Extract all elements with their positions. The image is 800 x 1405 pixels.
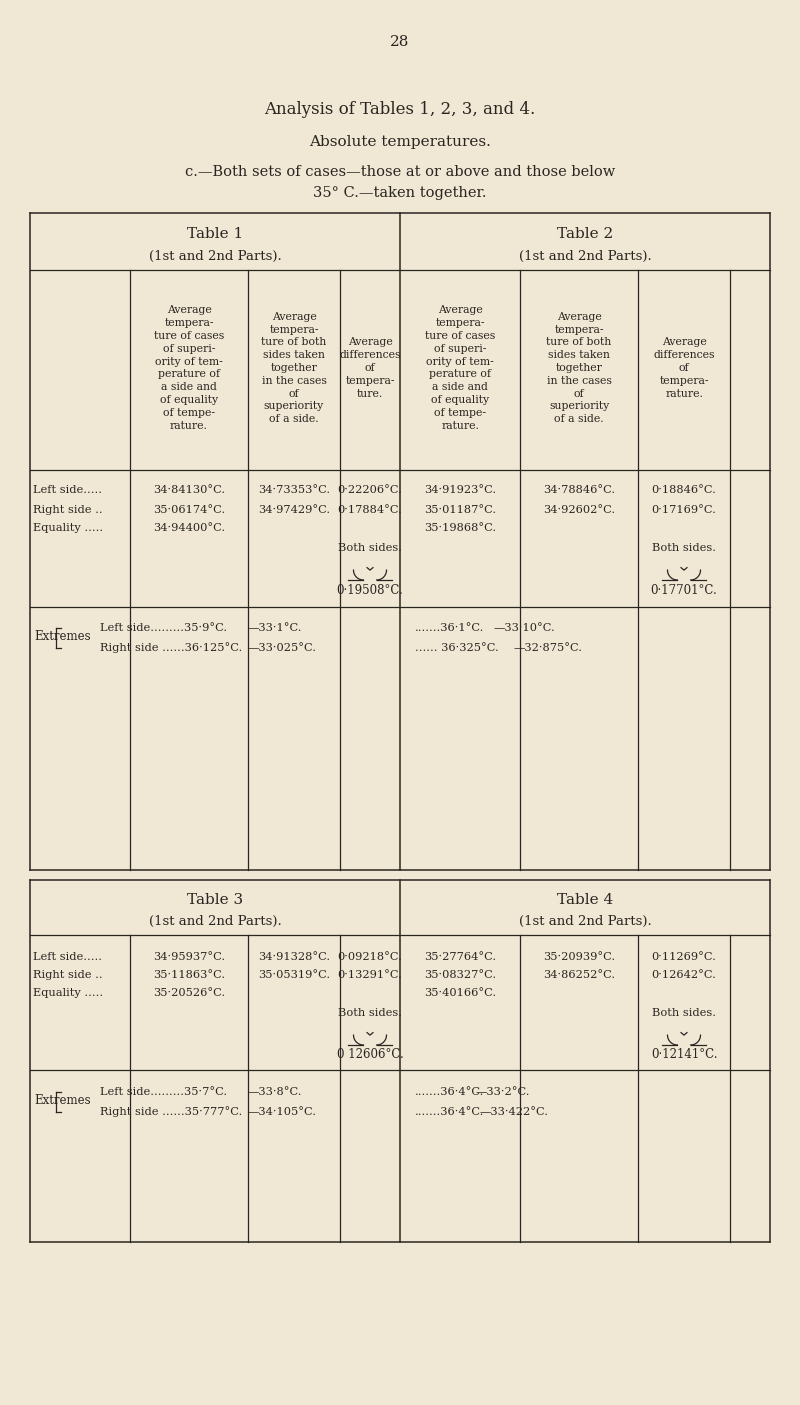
Text: Right side ......35·777°C.: Right side ......35·777°C.: [100, 1107, 242, 1117]
Text: Both sides.: Both sides.: [652, 542, 716, 554]
Text: Table 4: Table 4: [557, 894, 613, 908]
Text: 34·86252°C.: 34·86252°C.: [543, 969, 615, 981]
Text: Right side ......36·125°C.: Right side ......36·125°C.: [100, 642, 242, 653]
Text: 0·19508°C.: 0·19508°C.: [337, 583, 403, 597]
Text: —34·105°C.: —34·105°C.: [248, 1107, 317, 1117]
Text: 35·20526°C.: 35·20526°C.: [153, 988, 225, 998]
Text: —32·875°C.: —32·875°C.: [513, 643, 582, 653]
Text: 34·97429°C.: 34·97429°C.: [258, 504, 330, 516]
Text: 0·12642°C.: 0·12642°C.: [651, 969, 717, 981]
Text: .......36·4°C.: .......36·4°C.: [415, 1107, 484, 1117]
Text: (1st and 2nd Parts).: (1st and 2nd Parts).: [518, 250, 651, 263]
Text: Average
tempera-
ture of cases
of superi-
ority of tem-
perature of
a side and
o: Average tempera- ture of cases of superi…: [425, 305, 495, 430]
Text: (1st and 2nd Parts).: (1st and 2nd Parts).: [518, 915, 651, 927]
Text: Both sides.: Both sides.: [652, 1007, 716, 1019]
Text: 35·11863°C.: 35·11863°C.: [153, 969, 225, 981]
Text: .......36·1°C.: .......36·1°C.: [415, 622, 484, 634]
Text: Absolute temperatures.: Absolute temperatures.: [309, 135, 491, 149]
Text: 35·01187°C.: 35·01187°C.: [424, 504, 496, 516]
Text: 0·11269°C.: 0·11269°C.: [651, 953, 717, 962]
Text: 34·91328°C.: 34·91328°C.: [258, 953, 330, 962]
Text: Average
differences
of
tempera-
ture.: Average differences of tempera- ture.: [339, 337, 401, 399]
Text: Equality .....: Equality .....: [33, 523, 103, 532]
Text: 28: 28: [390, 35, 410, 49]
Text: 0·13291°C.: 0·13291°C.: [338, 969, 402, 981]
Text: 34·84130°C.: 34·84130°C.: [153, 485, 225, 495]
Text: .......36·4°C.: .......36·4°C.: [415, 1087, 484, 1097]
Text: 35° C.—taken together.: 35° C.—taken together.: [314, 185, 486, 200]
Text: Left side.........35·7°C.: Left side.........35·7°C.: [100, 1087, 227, 1097]
Text: 34·94400°C.: 34·94400°C.: [153, 523, 225, 532]
Text: 35·20939°C.: 35·20939°C.: [543, 953, 615, 962]
Text: Average
tempera-
ture of both
sides taken
together
in the cases
of
superiority
o: Average tempera- ture of both sides take…: [546, 312, 612, 424]
Text: Table 3: Table 3: [187, 894, 243, 908]
Text: (1st and 2nd Parts).: (1st and 2nd Parts).: [149, 250, 282, 263]
Text: 35·05319°C.: 35·05319°C.: [258, 969, 330, 981]
Text: Left side.....: Left side.....: [33, 953, 102, 962]
Text: (1st and 2nd Parts).: (1st and 2nd Parts).: [149, 915, 282, 927]
Text: 34·95937°C.: 34·95937°C.: [153, 953, 225, 962]
Text: Analysis of Tables 1, 2, 3, and 4.: Analysis of Tables 1, 2, 3, and 4.: [264, 101, 536, 118]
Text: 34·73353°C.: 34·73353°C.: [258, 485, 330, 495]
Text: 0 12606°C.: 0 12606°C.: [337, 1048, 403, 1062]
Text: Right side ..: Right side ..: [33, 969, 102, 981]
Text: ...... 36·325°C.: ...... 36·325°C.: [415, 643, 498, 653]
Text: 35·27764°C.: 35·27764°C.: [424, 953, 496, 962]
Text: Left side.........35·9°C.: Left side.........35·9°C.: [100, 622, 227, 634]
Text: Average
tempera-
ture of cases
of superi-
ority of tem-
perature of
a side and
o: Average tempera- ture of cases of superi…: [154, 305, 224, 430]
Text: 34·92602°C.: 34·92602°C.: [543, 504, 615, 516]
Text: 0·12141°C.: 0·12141°C.: [650, 1048, 718, 1062]
Text: —33·422°C.: —33·422°C.: [480, 1107, 549, 1117]
Text: Both sides.: Both sides.: [338, 1007, 402, 1019]
Text: —33·2°C.: —33·2°C.: [475, 1087, 530, 1097]
Text: Average
tempera-
ture of both
sides taken
together
in the cases
of
superiority
o: Average tempera- ture of both sides take…: [262, 312, 326, 424]
Text: 0·17884°C.: 0·17884°C.: [338, 504, 402, 516]
Text: —33·8°C.: —33·8°C.: [248, 1087, 302, 1097]
Text: Extremes: Extremes: [34, 629, 90, 642]
Text: —33·1°C.: —33·1°C.: [248, 622, 302, 634]
Text: 0·17701°C.: 0·17701°C.: [650, 583, 718, 597]
Text: Both sides.: Both sides.: [338, 542, 402, 554]
Text: Average
differences
of
tempera-
rature.: Average differences of tempera- rature.: [654, 337, 714, 399]
Text: 35·06174°C.: 35·06174°C.: [153, 504, 225, 516]
Text: 34·91923°C.: 34·91923°C.: [424, 485, 496, 495]
Text: —33·025°C.: —33·025°C.: [248, 643, 317, 653]
Text: Equality .....: Equality .....: [33, 988, 103, 998]
Text: 35·40166°C.: 35·40166°C.: [424, 988, 496, 998]
Text: 0·18846°C.: 0·18846°C.: [651, 485, 717, 495]
Text: 34·78846°C.: 34·78846°C.: [543, 485, 615, 495]
Text: Table 1: Table 1: [187, 228, 243, 242]
Text: 0·22206°C.: 0·22206°C.: [338, 485, 402, 495]
Text: 35·08327°C.: 35·08327°C.: [424, 969, 496, 981]
Text: —33·10°C.: —33·10°C.: [493, 622, 554, 634]
Text: Right side ..: Right side ..: [33, 504, 102, 516]
Text: Extremes: Extremes: [34, 1093, 90, 1107]
Text: c.—Both sets of cases—those at or above and those below: c.—Both sets of cases—those at or above …: [185, 164, 615, 178]
Text: 0·09218°C.: 0·09218°C.: [338, 953, 402, 962]
Text: 0·17169°C.: 0·17169°C.: [651, 504, 717, 516]
Text: Table 2: Table 2: [557, 228, 613, 242]
Text: Left side.....: Left side.....: [33, 485, 102, 495]
Text: 35·19868°C.: 35·19868°C.: [424, 523, 496, 532]
